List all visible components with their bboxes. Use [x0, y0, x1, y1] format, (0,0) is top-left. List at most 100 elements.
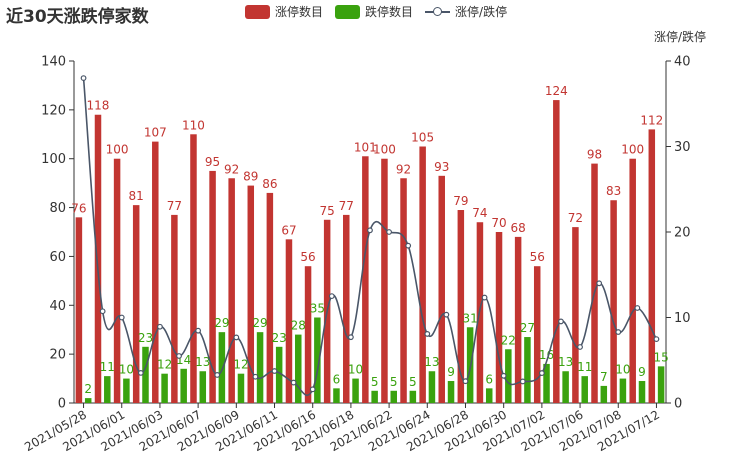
data-label-limit-down: 29 [214, 316, 229, 330]
bar-limit-down [409, 390, 417, 403]
y-right-tick-label: 30 [674, 140, 691, 155]
legend-swatch-ratio [425, 5, 451, 19]
data-label-limit-up: 56 [530, 250, 545, 264]
bar-limit-up [419, 146, 426, 403]
ratio-point [558, 318, 564, 325]
data-label-limit-down: 23 [272, 331, 287, 345]
data-label-limit-down: 13 [424, 355, 439, 369]
data-label-limit-down: 5 [409, 375, 417, 389]
data-label-limit-down: 31 [462, 311, 477, 325]
bar-limit-up [438, 175, 445, 403]
data-label-limit-up: 92 [396, 162, 411, 176]
bar-limit-up [457, 210, 465, 403]
bar-limit-up [228, 178, 235, 403]
data-label-limit-down: 6 [333, 372, 341, 386]
data-label-limit-up: 100 [106, 143, 129, 157]
bar-limit-down [505, 349, 512, 403]
bar-limit-up [572, 227, 579, 403]
ratio-point [386, 229, 392, 235]
bar-limit-down [619, 378, 627, 403]
data-label-limit-up: 76 [71, 201, 86, 215]
data-label-limit-down: 11 [577, 360, 592, 374]
bar-limit-down [295, 334, 302, 403]
ratio-point [328, 293, 335, 300]
bar-limit-down [562, 371, 569, 403]
bar-limit-down [352, 378, 359, 403]
ratio-point [195, 327, 202, 334]
data-label-limit-up: 110 [182, 118, 205, 132]
data-label-limit-down: 9 [447, 365, 455, 379]
ratio-point [424, 331, 431, 337]
bar-limit-up [190, 134, 197, 404]
chart-legend: 涨停数目 跌停数目 涨停/跌停 [245, 3, 519, 20]
bar-limit-down [581, 376, 588, 403]
bar-limit-down [447, 381, 455, 403]
data-label-limit-up: 86 [262, 177, 277, 191]
legend-swatch-limit-down [335, 4, 361, 19]
legend-item-limit-up[interactable]: 涨停数目 [245, 3, 323, 20]
legend-label-limit-down: 跌停数目 [365, 5, 414, 19]
y-left-tick-label: 40 [49, 299, 66, 314]
data-label-limit-down: 13 [558, 355, 573, 369]
data-label-limit-up: 74 [472, 206, 487, 220]
data-label-limit-up: 56 [300, 250, 315, 264]
data-label-limit-down: 12 [233, 358, 248, 372]
data-label-limit-down: 22 [501, 333, 516, 347]
bar-limit-up [132, 205, 140, 403]
ratio-point [653, 336, 660, 343]
bar-limit-down [123, 378, 130, 403]
data-label-limit-up: 68 [510, 221, 525, 235]
bar-limit-up [304, 266, 312, 403]
bar-limit-down [524, 337, 531, 403]
ratio-point [462, 378, 469, 385]
data-label-limit-down: 5 [371, 375, 379, 389]
bar-limit-up [113, 158, 121, 403]
ratio-point [615, 329, 622, 335]
y-left-tick-label: 60 [49, 250, 66, 265]
ratio-point [233, 334, 240, 341]
data-label-limit-down: 35 [310, 302, 325, 316]
ratio-point [405, 242, 412, 249]
y-left-tick-label: 80 [49, 201, 66, 216]
ratio-point [577, 344, 583, 350]
ratio-point [176, 353, 182, 359]
data-label-limit-down: 11 [100, 360, 115, 374]
bar-limit-down [256, 332, 264, 403]
data-label-limit-up: 105 [411, 131, 434, 145]
bar-limit-down [485, 388, 493, 403]
legend-item-ratio[interactable]: 涨停/跌停 [425, 3, 507, 20]
data-label-limit-up: 93 [434, 160, 449, 174]
data-label-limit-up: 95 [205, 155, 220, 169]
data-label-limit-up: 101 [354, 140, 377, 154]
legend-item-limit-down[interactable]: 跌停数目 [335, 3, 413, 20]
ratio-point [118, 314, 125, 321]
bar-limit-up [533, 266, 541, 403]
data-label-limit-down: 7 [600, 370, 608, 384]
data-label-limit-up: 100 [373, 143, 396, 157]
bar-limit-down [543, 363, 550, 403]
bar-limit-down [657, 366, 665, 403]
bar-limit-down [199, 371, 207, 403]
bar-limit-up [209, 170, 216, 403]
ratio-point [80, 75, 87, 81]
bar-limit-down [218, 332, 226, 403]
bar-limit-down [371, 390, 378, 403]
data-label-limit-down: 27 [520, 321, 535, 335]
y-left-tick-label: 140 [41, 55, 66, 70]
legend-label-ratio: 涨停/跌停 [455, 5, 508, 19]
bar-limit-up [648, 129, 656, 403]
data-label-limit-up: 107 [144, 126, 167, 140]
legend-swatch-limit-up [245, 4, 270, 19]
bar-limit-down [333, 388, 340, 403]
bar-limit-up [381, 158, 388, 403]
ratio-point [271, 368, 278, 374]
bar-limit-up [400, 178, 407, 403]
bar-limit-up [285, 239, 293, 403]
bar-limit-up [247, 185, 255, 403]
data-label-limit-down: 10 [119, 363, 134, 377]
data-label-limit-down: 6 [485, 372, 493, 386]
legend-label-limit-up: 涨停数目 [275, 5, 324, 19]
bar-limit-up [266, 192, 274, 403]
bar-limit-down [180, 368, 187, 403]
